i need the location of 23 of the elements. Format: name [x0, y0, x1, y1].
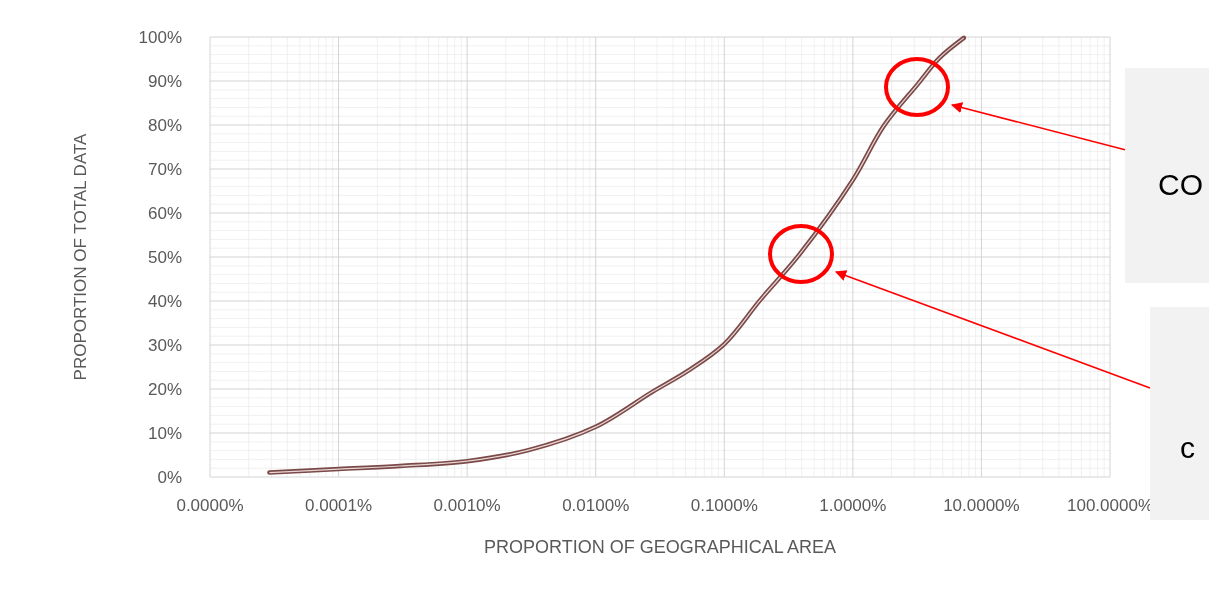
- y-tick-label: 100%: [138, 28, 182, 47]
- x-axis-title: PROPORTION OF GEOGRAPHICAL AREA: [483, 537, 837, 557]
- text: CO: [1158, 168, 1203, 201]
- x-tick-label: 10.0000%: [943, 496, 1020, 515]
- x-tick-label: 0.1000%: [690, 496, 758, 515]
- y-tick-label: 10%: [147, 424, 182, 443]
- y-tick-label: 90%: [147, 72, 182, 91]
- y-tick-label: 30%: [147, 336, 182, 355]
- x-tick-label: 0.0010%: [433, 496, 501, 515]
- x-tick-label: 0.0100%: [562, 496, 630, 515]
- y-tick-label: 0%: [157, 468, 182, 487]
- y-tick-label: 60%: [147, 204, 182, 223]
- x-tick-label: 0.0000%: [176, 496, 244, 515]
- y-axis-title: PROPORTION OF TOTAL DATA: [71, 132, 90, 381]
- text: c: [1180, 431, 1195, 464]
- x-tick-label: 1.0000%: [819, 496, 887, 515]
- x-tick-label: 100.0000%: [1066, 496, 1154, 515]
- y-tick-label: 40%: [147, 292, 182, 311]
- x-tick-label: 0.0001%: [305, 496, 373, 515]
- y-tick-label: 20%: [147, 380, 182, 399]
- y-tick-label: 80%: [147, 116, 182, 135]
- y-tick-label: 70%: [147, 160, 182, 179]
- y-tick-label: 50%: [147, 248, 182, 267]
